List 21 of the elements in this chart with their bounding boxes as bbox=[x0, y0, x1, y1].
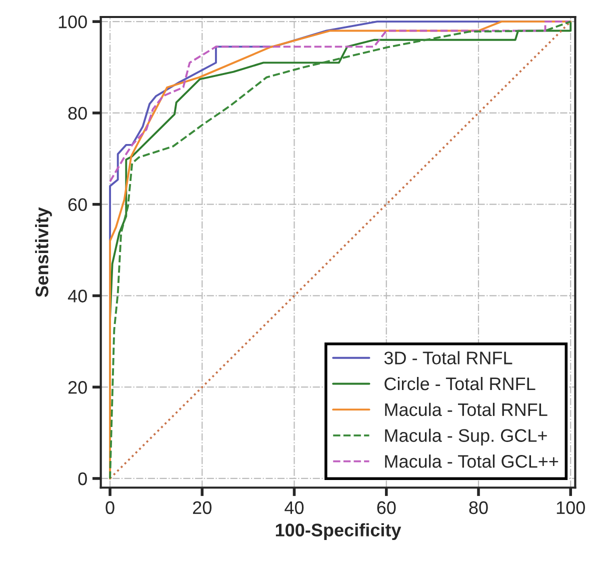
x-tick-label: 100 bbox=[556, 501, 585, 514]
y-tick-label: 40 bbox=[68, 290, 87, 302]
x-tick-label: 80 bbox=[469, 501, 488, 514]
x-tick-label: 20 bbox=[193, 501, 212, 514]
x-tick-label: 0 bbox=[106, 501, 114, 514]
y-tick-label: 80 bbox=[68, 106, 87, 120]
x-axis-title: 100-Specificity bbox=[276, 523, 402, 540]
legend-label: Macula - Sup. GCL+ bbox=[385, 428, 547, 446]
y-tick-label: 20 bbox=[68, 381, 87, 394]
legend-label: Circle - Total RNFL bbox=[384, 376, 536, 390]
x-tick-label: 60 bbox=[377, 501, 396, 514]
x-tick-label: 40 bbox=[284, 501, 304, 514]
y-axis-title: Sensitivity bbox=[35, 207, 52, 297]
legend-label: Macula - Total GCL++ bbox=[385, 454, 558, 468]
y-tick-label: 0 bbox=[78, 472, 87, 486]
line-series bbox=[109, 20, 572, 480]
line-series bbox=[109, 20, 572, 182]
legend-label: Macula - Total RNFL bbox=[385, 402, 548, 416]
y-tick-label: 60 bbox=[68, 198, 87, 212]
y-tick-label: 100 bbox=[58, 16, 87, 28]
legend-label: 3D - Total RNFL bbox=[384, 351, 512, 364]
